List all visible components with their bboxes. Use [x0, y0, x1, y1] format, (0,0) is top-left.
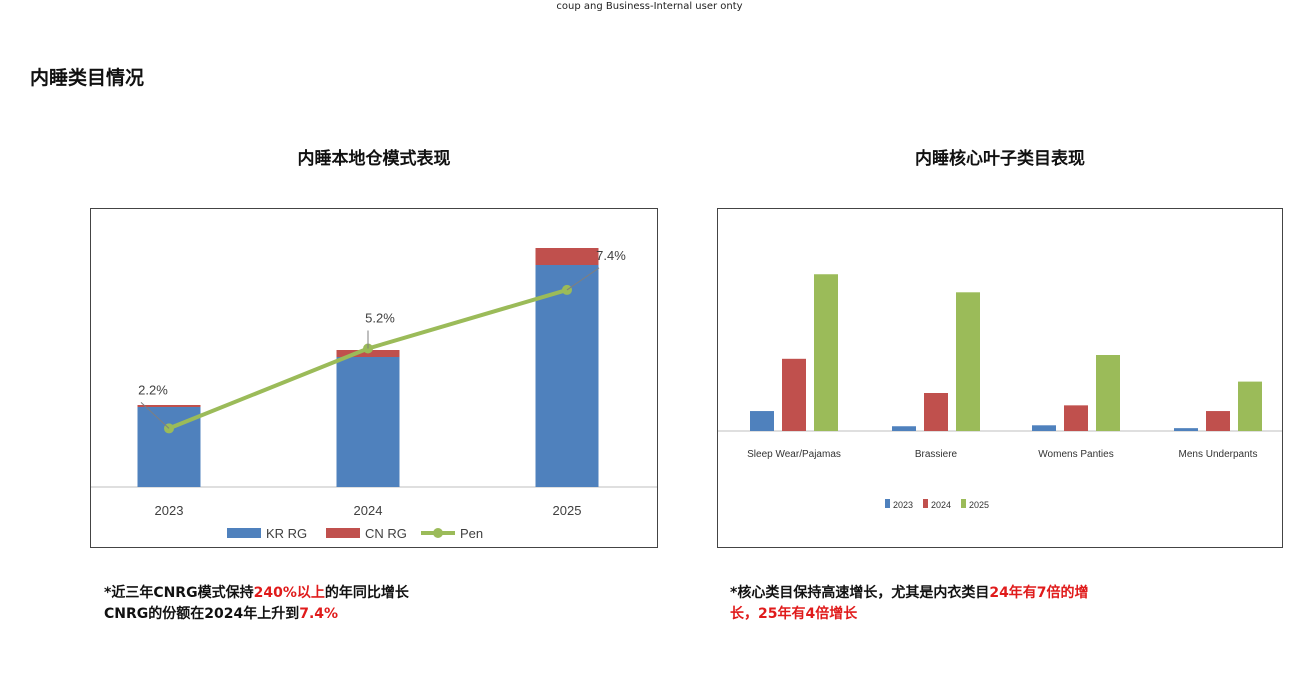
left-note-text: CNRG的份额在2024年上升到 — [104, 606, 300, 622]
right-chart-title: 内睡核心叶子类目表现 — [915, 149, 1085, 169]
legend-label: 2023 — [893, 500, 913, 510]
pen-data-label: 2.2% — [138, 382, 168, 397]
bar-2025 — [1238, 381, 1262, 431]
left-note-line2: CNRG的份额在2024年上升到7.4% — [104, 604, 409, 625]
data-label-leader — [140, 402, 170, 429]
legend-label: 2025 — [969, 500, 989, 510]
x-tick-label: 2024 — [354, 503, 383, 518]
right-note-line2: 长，25年有4倍增长 — [730, 604, 1089, 625]
left-note: *近三年CNRG模式保持240%以上的年同比增长 CNRG的份额在2024年上升… — [104, 583, 409, 625]
x-tick-label: 2023 — [155, 503, 184, 518]
header-note: coup ang Business-Internal user onty — [556, 1, 743, 12]
pen-data-label: 5.2% — [365, 311, 395, 326]
legend-swatch — [326, 528, 360, 538]
right-note-text: *核心类目保持高速增长，尤其是内衣类目 — [730, 585, 990, 601]
legend-label: Pen — [460, 526, 483, 541]
legend-label: KR RG — [266, 526, 307, 541]
bar-2023 — [1174, 428, 1198, 431]
right-note-line1: *核心类目保持高速增长，尤其是内衣类目24年有7倍的增 — [730, 583, 1089, 604]
right-chart: Sleep Wear/Pajamas Brassiere Womens Pantie… — [717, 208, 1283, 548]
right-note: *核心类目保持高速增长，尤其是内衣类目24年有7倍的增 长，25年有4倍增长 — [730, 583, 1089, 625]
left-note-highlight: 240%以上 — [253, 585, 325, 601]
bar-2025 — [1096, 355, 1120, 431]
legend-swatch — [885, 499, 890, 508]
right-chart-svg: Sleep Wear/Pajamas Brassiere Womens Pantie… — [718, 274, 1282, 510]
x-tick-label: 2025 — [553, 503, 582, 518]
x-tick-label: Mens Underpants — [1179, 449, 1258, 460]
cn-rg-bar — [137, 405, 201, 407]
bar-2024 — [782, 358, 806, 431]
kr-rg-bar — [535, 265, 599, 487]
bar-2024 — [1064, 405, 1088, 431]
bar-2023 — [750, 411, 774, 431]
left-chart-svg: 2023 2024 2025 2.2% 5.2% 7.4% KR RG CN RG Pen — [91, 248, 657, 541]
bar-2023 — [1032, 425, 1056, 431]
bar-2024 — [924, 393, 948, 431]
bar-2025 — [956, 292, 980, 431]
legend-label: CN RG — [365, 526, 407, 541]
x-tick-label: Sleep Wear/Pajamas — [747, 449, 841, 460]
legend-swatch — [961, 499, 966, 508]
data-label-leader — [566, 267, 600, 291]
left-note-text: *近三年CNRG模式保持 — [104, 585, 254, 601]
x-tick-label: Brassiere — [915, 449, 958, 460]
legend-label: 2024 — [931, 500, 951, 510]
left-note-text: 的年同比增长 — [324, 585, 409, 601]
x-tick-label: Womens Panties — [1038, 449, 1113, 460]
left-note-highlight: 7.4% — [299, 606, 339, 622]
left-chart-title: 内睡本地仓模式表现 — [297, 149, 451, 169]
right-note-highlight: 24年有7倍的增 — [989, 585, 1089, 601]
legend-swatch-marker — [433, 528, 443, 538]
pen-data-label: 7.4% — [596, 248, 626, 263]
left-note-line1: *近三年CNRG模式保持240%以上的年同比增长 — [104, 583, 409, 604]
bar-2024 — [1206, 411, 1230, 431]
page-title: 内睡类目情况 — [30, 67, 145, 89]
cn-rg-bar — [535, 248, 599, 265]
bar-2025 — [814, 274, 838, 431]
kr-rg-bar — [336, 357, 400, 487]
left-chart: 2023 2024 2025 2.2% 5.2% 7.4% KR RG CN RG Pen — [90, 208, 658, 548]
legend-swatch — [923, 499, 928, 508]
legend-swatch — [227, 528, 261, 538]
right-note-highlight: 长，25年有4倍增长 — [730, 606, 858, 622]
bar-2023 — [892, 426, 916, 431]
